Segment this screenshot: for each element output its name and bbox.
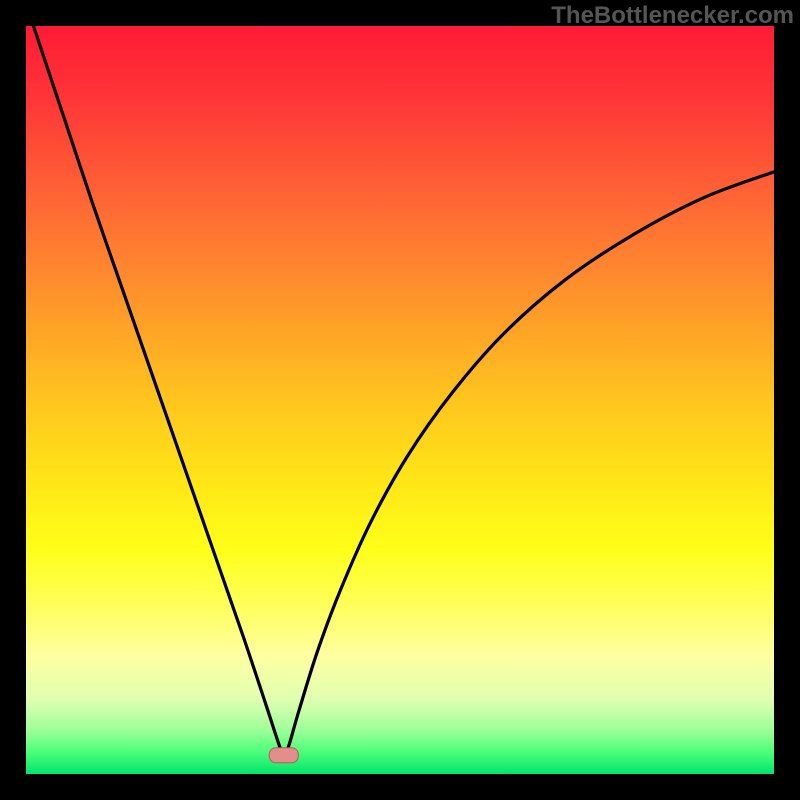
vertex-marker: [269, 748, 299, 763]
plot-area: [26, 26, 774, 774]
curve-layer: [26, 26, 774, 774]
chart-frame: TheBottlenecker.com: [0, 0, 800, 800]
bottleneck-curve: [33, 26, 774, 757]
